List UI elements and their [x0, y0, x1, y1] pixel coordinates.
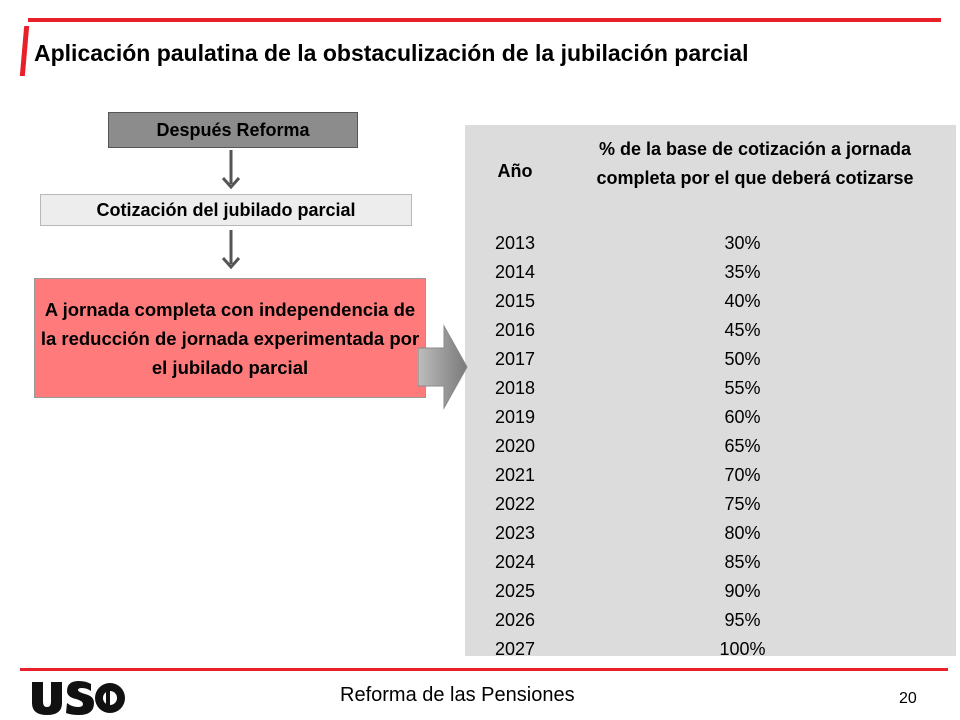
after-reform-box: Después Reforma [108, 112, 358, 148]
percentage-cell: 40% [724, 291, 761, 311]
column-header-percentage: % de la base de cotización a jornada com… [596, 139, 914, 188]
percentage-cell: 50% [724, 349, 761, 369]
table-row: 2027 100% [465, 635, 956, 664]
table-row: 2025 90% [465, 577, 956, 606]
right-arrow-icon [418, 324, 468, 410]
year-cell: 2025 [494, 581, 536, 601]
percentage-cell: 60% [724, 407, 761, 427]
down-arrow-icon [221, 230, 241, 270]
table-row: 2023 80% [465, 519, 956, 548]
down-arrow-icon [221, 150, 241, 190]
year-cell: 2026 [494, 610, 536, 630]
contribution-box: Cotización del jubilado parcial [40, 194, 412, 226]
year-cell: 2017 [494, 349, 536, 369]
percentage-cell: 65% [724, 436, 761, 456]
year-cell: 2023 [494, 523, 536, 543]
table-row: 2019 60% [465, 403, 956, 432]
table-row: 2015 40% [465, 287, 956, 316]
percentage-cell: 70% [724, 465, 761, 485]
year-cell: 2022 [494, 494, 536, 514]
column-header-year: Año [497, 161, 533, 181]
table-row: 2016 45% [465, 316, 956, 345]
year-cell: 2024 [494, 552, 536, 572]
year-cell: 2021 [494, 465, 536, 485]
uso-logo [32, 681, 125, 715]
percentage-cell: 30% [724, 233, 761, 253]
page-number: 20 [899, 690, 917, 707]
percentage-cell: 45% [724, 320, 761, 340]
year-cell: 2018 [494, 378, 536, 398]
table-row: 2014 35% [465, 258, 956, 287]
table-row: 2020 65% [465, 432, 956, 461]
year-cell: 2013 [494, 233, 536, 253]
percentage-cell: 75% [724, 494, 761, 514]
table-row: 2021 70% [465, 461, 956, 490]
year-cell: 2015 [494, 291, 536, 311]
year-cell: 2019 [494, 407, 536, 427]
year-cell: 2016 [494, 320, 536, 340]
table-row: 2024 85% [465, 548, 956, 577]
table-row: 2022 75% [465, 490, 956, 519]
table-row: 2013 30% [465, 229, 956, 258]
table-row: 2026 95% [465, 606, 956, 635]
percentage-cell: 95% [724, 610, 761, 630]
slide-title: Aplicación paulatina de la obstaculizaci… [34, 40, 749, 66]
year-cell: 2020 [494, 436, 536, 456]
footer-title: Reforma de las Pensiones [340, 684, 575, 706]
table-body: 2013 30% 2014 35% 2015 40% 2016 45% 2017 50% 2018 5… [465, 229, 956, 664]
percentage-cell: 35% [724, 262, 761, 282]
bottom-red-rule [20, 668, 948, 671]
table-row: 2017 50% [465, 345, 956, 374]
percentage-cell: 85% [724, 552, 761, 572]
year-cell: 2014 [494, 262, 536, 282]
full-time-box: A jornada completa con independencia de … [34, 278, 426, 398]
percentage-cell: 90% [724, 581, 761, 601]
table-row: 2018 55% [465, 374, 956, 403]
percentage-cell: 80% [724, 523, 761, 543]
left-red-accent [19, 26, 30, 76]
percentage-cell: 55% [724, 378, 761, 398]
percentage-cell: 100% [719, 639, 766, 659]
year-cell: 2027 [494, 639, 536, 659]
top-red-rule [28, 18, 941, 22]
contribution-table: Año % de la base de cotización a jornada… [465, 125, 956, 659]
